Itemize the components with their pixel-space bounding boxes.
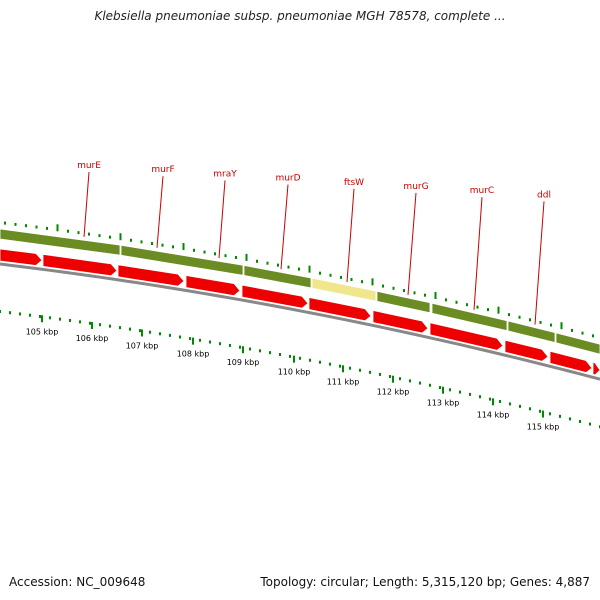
gene-label: murD [275, 174, 300, 184]
scale-label: 112 kbp [377, 388, 410, 397]
scale-label: 113 kbp [427, 399, 460, 408]
scale-label: 115 kbp [527, 423, 560, 432]
scale-labels: 105 kbp 106 kbp 107 kbp 108 kbp 109 kbp 110 k… [26, 327, 560, 431]
cds-track [0, 248, 600, 376]
accession-text: Accession: NC_009648 [9, 575, 146, 589]
scale-label: 109 kbp [227, 358, 260, 367]
gene-labels: murE murF mraY murD ftsW murG murC ddl [77, 161, 551, 325]
genome-backbone [0, 262, 600, 381]
gene-label-leader [156, 176, 164, 248]
gene-bar [243, 264, 312, 289]
gene-label: murF [151, 165, 174, 175]
scale-label: 108 kbp [177, 350, 210, 359]
gene-label-leader [346, 188, 355, 283]
cds-arrow [549, 350, 593, 373]
cds-arrow [117, 264, 185, 287]
gene-label-leader [534, 201, 545, 325]
scale-label: 107 kbp [126, 341, 159, 350]
cds-arrow [592, 361, 600, 376]
gene-label-leader [83, 171, 90, 237]
gene-bar [431, 302, 508, 332]
gene-label: ftsW [344, 178, 364, 188]
upper-tick-track [4, 221, 594, 338]
gene-bar [507, 320, 556, 344]
gene-track [0, 228, 600, 355]
genome-summary-text: Topology: circular; Length: 5,315,120 bp… [260, 575, 590, 589]
scale-label: 106 kbp [76, 334, 109, 343]
gene-bar [376, 290, 431, 314]
gene-label: murG [403, 182, 428, 192]
scale-tick-track [0, 310, 600, 429]
map-title: Klebsiella pneumoniae subsp. pneumoniae … [94, 9, 506, 23]
gene-bar [0, 228, 121, 256]
cds-arrow [0, 248, 43, 266]
gene-label-leader [473, 197, 483, 310]
cds-arrow [504, 339, 549, 362]
cds-arrow [185, 274, 241, 297]
gene-bar [555, 332, 600, 355]
gene-bar [120, 244, 244, 276]
cds-arrow [241, 284, 309, 309]
scale-label: 114 kbp [477, 410, 510, 419]
gene-label: murC [470, 186, 494, 196]
gene-label-leader [280, 184, 289, 270]
gene-label: ddl [537, 190, 551, 200]
scale-label: 110 kbp [278, 368, 311, 377]
cds-arrow [42, 253, 118, 277]
gene-bar [311, 277, 377, 302]
gene-label-leader [407, 192, 417, 295]
cds-arrow [372, 309, 429, 334]
scale-label: 105 kbp [26, 327, 59, 336]
scale-label: 111 kbp [327, 377, 360, 386]
cds-arrow [308, 297, 372, 322]
gene-label-leader [218, 180, 226, 259]
gene-label: mraY [213, 169, 237, 179]
cds-arrow [429, 322, 504, 351]
gene-label: murE [77, 161, 101, 171]
